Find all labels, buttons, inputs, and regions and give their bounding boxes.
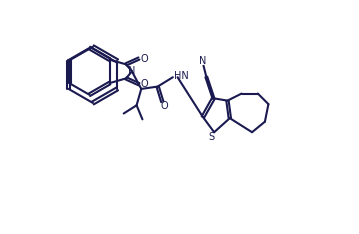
Text: O: O	[140, 54, 148, 63]
Text: N: N	[199, 56, 206, 66]
Text: O: O	[140, 79, 148, 89]
Text: N: N	[128, 66, 136, 76]
Text: HN: HN	[174, 71, 189, 81]
Text: S: S	[209, 132, 215, 142]
Text: O: O	[161, 101, 168, 111]
